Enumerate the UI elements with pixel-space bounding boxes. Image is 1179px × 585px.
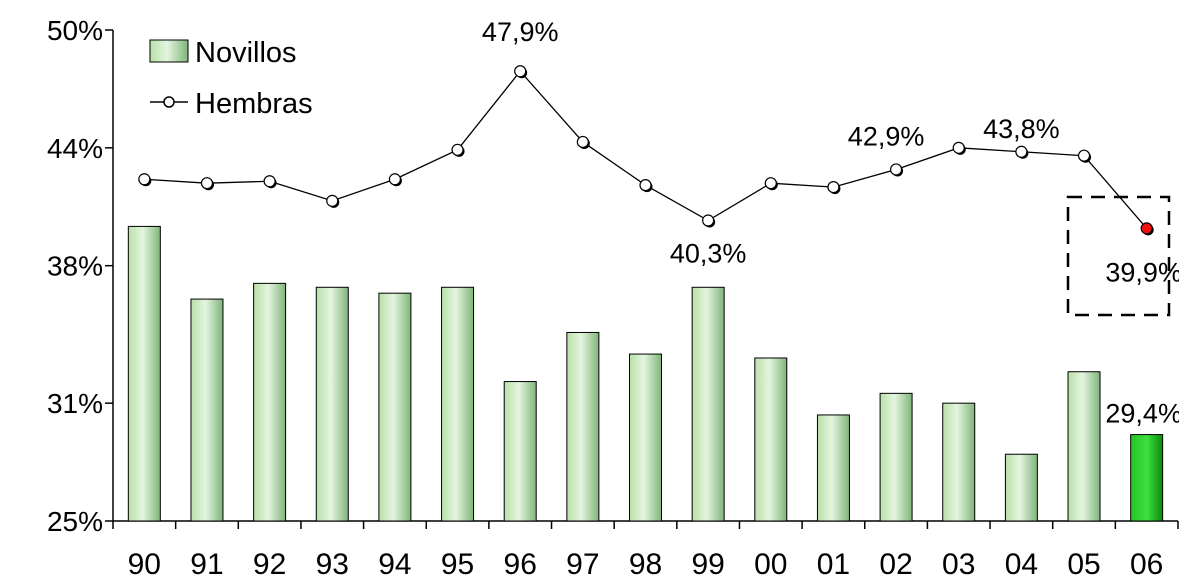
point-hembras (514, 65, 527, 78)
point-hembras (200, 177, 214, 190)
y-tick-label: 50% (47, 15, 103, 46)
highlight-box (1066, 195, 1171, 317)
bar-series-novillos (127, 225, 1164, 522)
x-tick-label: 97 (566, 548, 599, 581)
x-tick-label: 02 (879, 548, 912, 581)
point-hembras (639, 179, 652, 192)
point-hembras (451, 143, 464, 156)
bar-novillos (629, 353, 662, 522)
bar-novillos (127, 225, 161, 522)
bar-novillos (253, 282, 287, 522)
point-hembras (827, 181, 840, 194)
x-axis: 90 91 92 93 94 95 96 97 98 99 00 01 02 03 04 05 06 (112, 520, 1179, 581)
data-labels: 47,9% 40,3% 42,9% 43,8% 39,9% 29,4% (482, 17, 1179, 428)
bar-novillos (816, 414, 850, 522)
bar-novillos (315, 286, 349, 522)
point-hembras (263, 175, 276, 188)
bar-novillos (378, 292, 412, 522)
legend: Novillos Hembras (149, 37, 313, 120)
bar-novillos (879, 392, 913, 522)
data-label: 43,8% (983, 114, 1060, 144)
data-label: 39,9% (1105, 257, 1179, 287)
x-tick-label: 06 (1130, 548, 1163, 581)
y-tick-label: 25% (47, 506, 103, 537)
bar-novillos (691, 286, 725, 522)
y-axis: 25% 31% 38% 44% 50% (47, 15, 114, 537)
bar-novillos (1067, 371, 1101, 522)
bar-novillos (503, 381, 537, 522)
x-tick-label: 05 (1067, 548, 1100, 581)
x-tick-label: 95 (441, 548, 474, 581)
legend-swatch-novillos (149, 39, 189, 63)
x-tick-label: 90 (128, 548, 161, 581)
x-tick-label: 98 (629, 548, 662, 581)
point-hembras (889, 163, 903, 176)
line-series-hembras (138, 65, 1154, 236)
data-label: 47,9% (482, 17, 559, 47)
x-tick-label: 93 (316, 548, 349, 581)
point-hembras (576, 135, 589, 149)
bar-novillos (942, 402, 976, 522)
bar-novillos (441, 286, 475, 522)
data-label: 29,4% (1105, 399, 1179, 429)
x-tick-label: 94 (378, 548, 411, 581)
point-hembras (764, 177, 777, 190)
bar-novillos (566, 331, 600, 522)
point-hembras (326, 194, 339, 207)
bar-novillos (190, 298, 224, 522)
point-hembras (702, 214, 715, 227)
bar-novillos (1130, 434, 1164, 522)
data-label: 42,9% (848, 121, 925, 151)
x-tick-label: 03 (942, 548, 975, 581)
legend-label-hembras: Hembras (195, 88, 313, 120)
x-tick-label: 91 (190, 548, 223, 581)
point-hembras (138, 173, 151, 186)
legend-label-novillos: Novillos (195, 37, 297, 69)
point-hembras (952, 141, 965, 154)
point-hembras (1077, 149, 1091, 162)
x-tick-label: 92 (253, 548, 286, 581)
bar-novillos (1004, 453, 1038, 522)
legend-marker-hembras (163, 96, 175, 108)
x-tick-label: 99 (691, 548, 724, 581)
point-hembras (1015, 145, 1028, 158)
x-tick-label: 04 (1005, 548, 1038, 581)
bar-novillos (754, 357, 788, 522)
point-hembras (388, 173, 402, 186)
x-tick-label: 01 (817, 548, 850, 581)
y-tick-label: 31% (47, 388, 103, 419)
point-hembras (1140, 222, 1153, 235)
y-tick-label: 44% (47, 133, 103, 164)
x-tick-label: 96 (504, 548, 537, 581)
y-tick-label: 38% (47, 251, 103, 282)
x-tick-label: 00 (754, 548, 787, 581)
data-label: 40,3% (670, 239, 747, 269)
